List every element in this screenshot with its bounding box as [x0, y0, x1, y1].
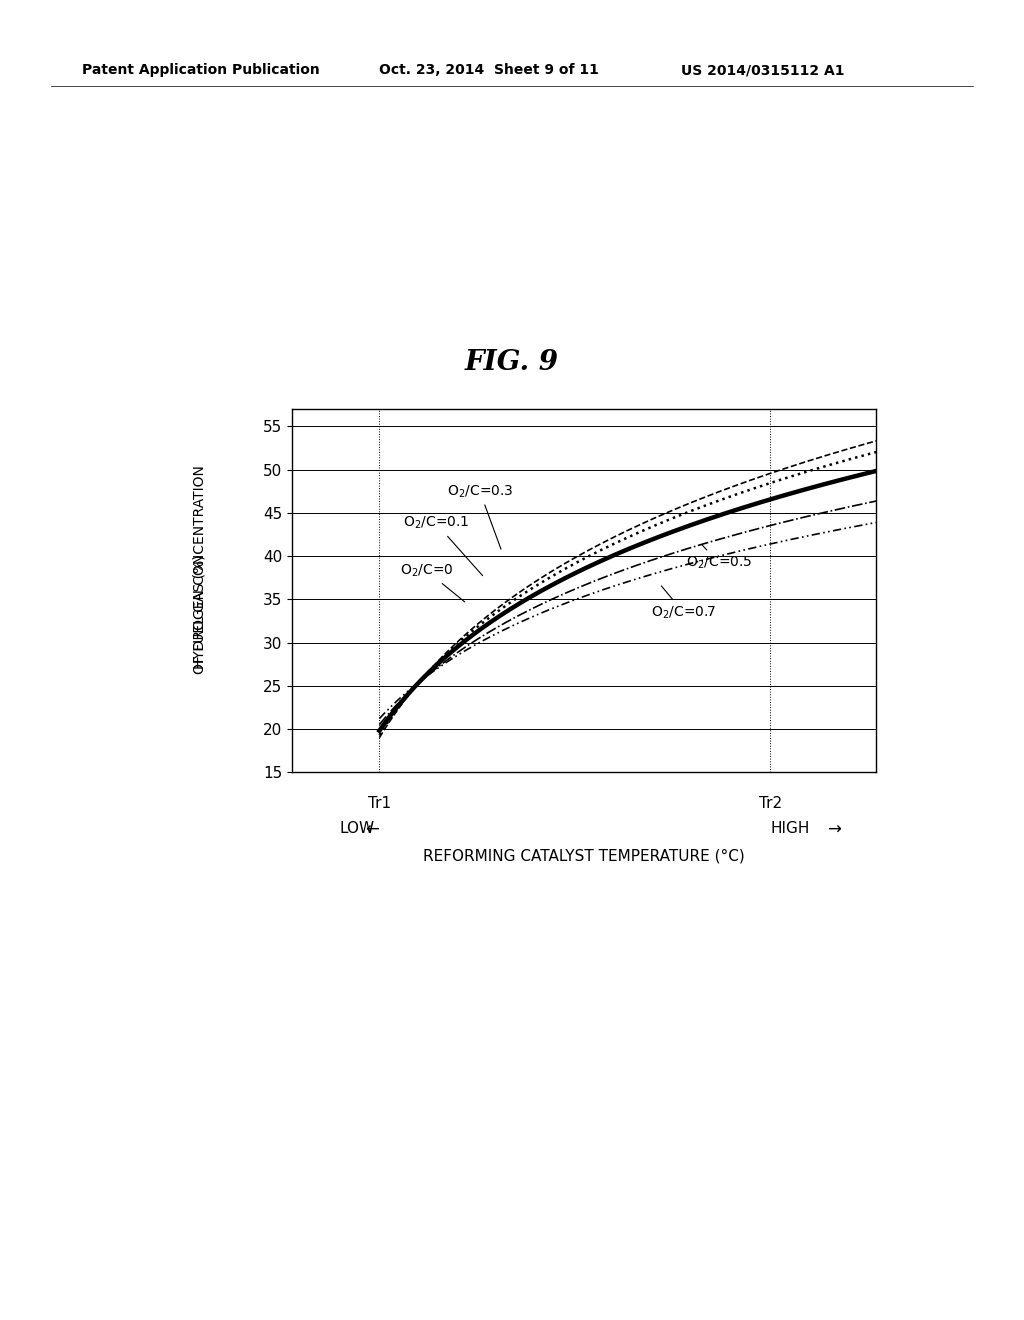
- Text: ←: ←: [366, 821, 379, 840]
- Text: OF FUEL GAS (%): OF FUEL GAS (%): [193, 554, 207, 675]
- Text: REFORMING CATALYST TEMPERATURE (°C): REFORMING CATALYST TEMPERATURE (°C): [423, 849, 744, 863]
- Text: HIGH: HIGH: [770, 821, 810, 836]
- Text: LOW: LOW: [339, 821, 375, 836]
- Text: O$_2$/C=0.3: O$_2$/C=0.3: [446, 483, 513, 549]
- Text: O$_2$/C=0.1: O$_2$/C=0.1: [402, 515, 482, 576]
- Text: Tr1: Tr1: [368, 796, 391, 810]
- Text: Oct. 23, 2014  Sheet 9 of 11: Oct. 23, 2014 Sheet 9 of 11: [379, 63, 599, 78]
- Text: →: →: [826, 821, 841, 840]
- Text: HYDROGEN CONCENTRATION: HYDROGEN CONCENTRATION: [193, 465, 207, 669]
- Text: O$_2$/C=0.7: O$_2$/C=0.7: [651, 586, 716, 620]
- Text: Patent Application Publication: Patent Application Publication: [82, 63, 319, 78]
- Text: Tr2: Tr2: [759, 796, 782, 810]
- Text: O$_2$/C=0.5: O$_2$/C=0.5: [686, 545, 753, 572]
- Text: FIG. 9: FIG. 9: [465, 350, 559, 376]
- Text: O$_2$/C=0: O$_2$/C=0: [399, 562, 465, 602]
- Text: US 2014/0315112 A1: US 2014/0315112 A1: [681, 63, 845, 78]
